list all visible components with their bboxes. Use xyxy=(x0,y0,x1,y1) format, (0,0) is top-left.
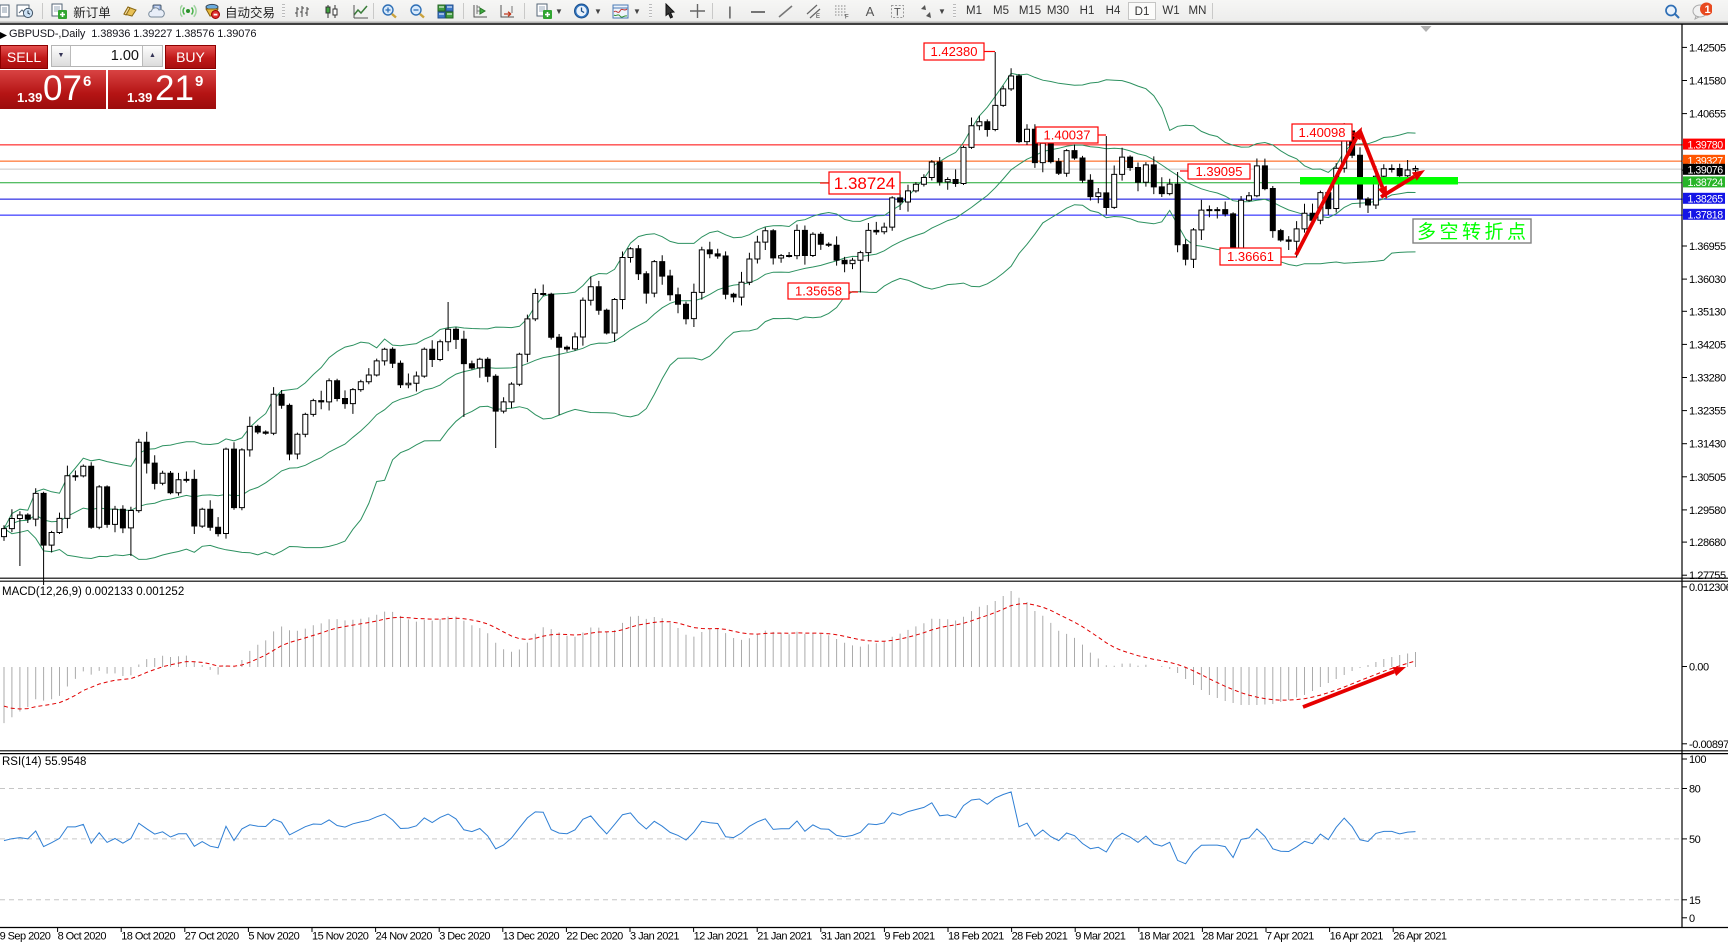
svg-text:1: 1 xyxy=(1705,4,1711,16)
svg-text:F: F xyxy=(845,14,849,19)
svg-text:13 Dec 2020: 13 Dec 2020 xyxy=(503,931,560,943)
svg-text:3 Jan 2021: 3 Jan 2021 xyxy=(630,931,679,943)
svg-text:31 Jan 2021: 31 Jan 2021 xyxy=(821,931,876,943)
svg-text:15 Nov 2020: 15 Nov 2020 xyxy=(312,931,369,943)
svg-text:1.29580: 1.29580 xyxy=(1689,505,1726,517)
svg-text:1.38724: 1.38724 xyxy=(1688,177,1724,189)
svg-text:MACD(12,26,9) 0.002133 0.00125: MACD(12,26,9) 0.002133 0.001252 xyxy=(2,586,184,598)
svg-text:T: T xyxy=(894,6,901,18)
svg-text:0: 0 xyxy=(1689,913,1695,925)
svg-text:27 Oct 2020: 27 Oct 2020 xyxy=(185,931,239,943)
svg-text:28 Feb 2021: 28 Feb 2021 xyxy=(1012,931,1068,943)
svg-text:9 Feb 2021: 9 Feb 2021 xyxy=(884,931,935,943)
svg-text:18 Feb 2021: 18 Feb 2021 xyxy=(948,931,1004,943)
svg-text:1.39095: 1.39095 xyxy=(1196,164,1243,179)
svg-text:8 Oct 2020: 8 Oct 2020 xyxy=(58,931,107,943)
svg-text:1.32355: 1.32355 xyxy=(1689,406,1726,418)
svg-text:1.41580: 1.41580 xyxy=(1689,76,1726,88)
svg-text:21 Jan 2021: 21 Jan 2021 xyxy=(757,931,812,943)
svg-text:80: 80 xyxy=(1689,784,1701,796)
svg-text:1.31430: 1.31430 xyxy=(1689,439,1726,451)
svg-text:3 Dec 2020: 3 Dec 2020 xyxy=(439,931,490,943)
svg-text:100: 100 xyxy=(1689,754,1706,766)
svg-text:1.36661: 1.36661 xyxy=(1227,249,1274,264)
svg-text:1.40037: 1.40037 xyxy=(1044,128,1091,143)
svg-text:15: 15 xyxy=(1689,895,1701,907)
svg-text:1.35658: 1.35658 xyxy=(795,284,842,299)
svg-text:0.012306: 0.012306 xyxy=(1689,582,1728,594)
svg-text:5 Nov 2020: 5 Nov 2020 xyxy=(248,931,299,943)
svg-text:1.38724: 1.38724 xyxy=(834,174,895,193)
svg-text:7 Apr 2021: 7 Apr 2021 xyxy=(1266,931,1314,943)
svg-text:9 Mar 2021: 9 Mar 2021 xyxy=(1075,931,1126,943)
svg-text:26 Apr 2021: 26 Apr 2021 xyxy=(1393,931,1447,943)
svg-text:1.40098: 1.40098 xyxy=(1299,125,1346,140)
svg-text:1.30505: 1.30505 xyxy=(1689,472,1726,484)
svg-text:1.37818: 1.37818 xyxy=(1688,210,1724,222)
svg-text:1.40655: 1.40655 xyxy=(1689,109,1726,121)
svg-text:24 Nov 2020: 24 Nov 2020 xyxy=(376,931,433,943)
svg-text:1.34205: 1.34205 xyxy=(1689,339,1726,351)
svg-text:1.33280: 1.33280 xyxy=(1689,373,1726,385)
svg-text:E: E xyxy=(816,14,820,19)
svg-text:1.27755: 1.27755 xyxy=(1689,570,1726,582)
svg-text:1.38265: 1.38265 xyxy=(1688,194,1724,206)
svg-text:1.36030: 1.36030 xyxy=(1689,274,1726,286)
svg-text:多空转折点: 多空转折点 xyxy=(1417,221,1530,243)
svg-text:12 Jan 2021: 12 Jan 2021 xyxy=(694,931,749,943)
svg-text:1.42505: 1.42505 xyxy=(1689,42,1726,54)
svg-text:0.00: 0.00 xyxy=(1689,662,1709,674)
svg-text:18 Mar 2021: 18 Mar 2021 xyxy=(1139,931,1195,943)
svg-text:1.35130: 1.35130 xyxy=(1689,306,1726,318)
svg-text:1.42380: 1.42380 xyxy=(931,44,978,59)
svg-text:28 Mar 2021: 28 Mar 2021 xyxy=(1202,931,1258,943)
svg-text:1.39780: 1.39780 xyxy=(1688,139,1724,151)
svg-text:1.36955: 1.36955 xyxy=(1689,241,1726,253)
svg-text:GBPUSD-,Daily 1.38936 1.39227: GBPUSD-,Daily 1.38936 1.39227 1.38576 1.… xyxy=(9,28,256,40)
svg-text:22 Dec 2020: 22 Dec 2020 xyxy=(566,931,623,943)
svg-text:18 Oct 2020: 18 Oct 2020 xyxy=(121,931,175,943)
svg-text:29 Sep 2020: 29 Sep 2020 xyxy=(0,931,51,943)
svg-text:50: 50 xyxy=(1689,834,1701,846)
svg-text:1.39076: 1.39076 xyxy=(1688,165,1724,177)
svg-text:16 Apr 2021: 16 Apr 2021 xyxy=(1330,931,1384,943)
svg-text:RSI(14) 55.9548: RSI(14) 55.9548 xyxy=(2,756,86,768)
svg-text:1.28680: 1.28680 xyxy=(1689,537,1726,549)
